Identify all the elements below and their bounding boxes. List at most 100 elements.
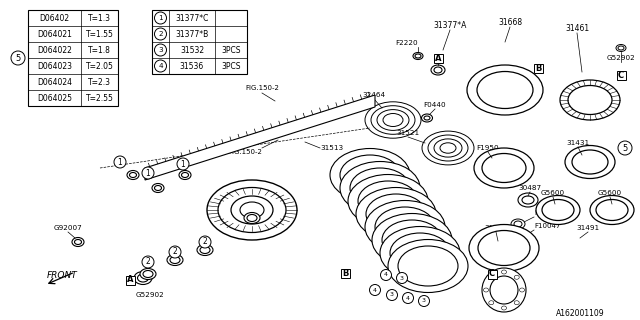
Ellipse shape [489, 275, 494, 279]
Text: C: C [618, 70, 624, 79]
Ellipse shape [434, 67, 442, 73]
Circle shape [142, 256, 154, 268]
Text: 3PCS: 3PCS [221, 45, 241, 54]
Circle shape [199, 236, 211, 248]
Ellipse shape [422, 131, 474, 165]
Circle shape [403, 292, 413, 303]
Bar [125, 276, 134, 284]
Text: 30487: 30487 [518, 185, 541, 191]
Ellipse shape [207, 180, 297, 240]
Text: 4: 4 [406, 295, 410, 300]
Ellipse shape [170, 257, 180, 263]
Ellipse shape [398, 246, 458, 286]
Ellipse shape [340, 162, 420, 214]
Text: 31521: 31521 [396, 130, 420, 136]
Ellipse shape [474, 148, 534, 188]
Circle shape [419, 295, 429, 307]
Text: 3: 3 [390, 292, 394, 298]
Ellipse shape [372, 213, 452, 267]
Ellipse shape [365, 201, 445, 253]
Ellipse shape [568, 85, 612, 115]
Ellipse shape [380, 227, 460, 279]
Ellipse shape [514, 275, 519, 279]
Text: D06402: D06402 [40, 13, 70, 22]
Ellipse shape [522, 196, 534, 204]
Text: 31461: 31461 [565, 23, 589, 33]
Text: 3PCS: 3PCS [221, 61, 241, 70]
Ellipse shape [247, 214, 257, 221]
Text: FRONT: FRONT [47, 270, 77, 279]
Ellipse shape [560, 80, 620, 120]
Ellipse shape [490, 276, 518, 304]
Ellipse shape [542, 199, 574, 220]
Text: D064024: D064024 [37, 77, 72, 86]
Text: A162001109: A162001109 [556, 308, 604, 317]
Ellipse shape [179, 171, 191, 180]
Ellipse shape [377, 109, 409, 131]
Text: G92007: G92007 [54, 225, 83, 231]
Circle shape [397, 273, 408, 284]
Circle shape [114, 156, 126, 168]
Ellipse shape [428, 135, 468, 161]
Ellipse shape [489, 301, 494, 305]
Circle shape [154, 44, 166, 56]
Text: F0440: F0440 [424, 102, 446, 108]
Text: G52902: G52902 [136, 292, 164, 298]
Text: A: A [435, 53, 441, 62]
Bar [616, 70, 625, 79]
Circle shape [142, 167, 154, 179]
Ellipse shape [518, 193, 538, 207]
Text: T=1.8: T=1.8 [88, 45, 111, 54]
Ellipse shape [483, 288, 488, 292]
Text: C: C [489, 269, 495, 278]
Text: F10048: F10048 [534, 210, 561, 216]
Text: B: B [342, 268, 348, 277]
Ellipse shape [590, 196, 634, 225]
Ellipse shape [520, 288, 525, 292]
Text: 2: 2 [173, 247, 177, 257]
Ellipse shape [618, 46, 624, 50]
Ellipse shape [218, 188, 286, 233]
Text: 3: 3 [158, 47, 163, 53]
Polygon shape [145, 95, 375, 180]
Text: 5: 5 [622, 143, 628, 153]
Text: 1: 1 [180, 159, 186, 169]
Text: G5600: G5600 [598, 190, 622, 196]
Ellipse shape [478, 230, 530, 266]
Ellipse shape [356, 188, 436, 241]
Text: D064023: D064023 [37, 61, 72, 70]
Text: F10047: F10047 [534, 223, 561, 229]
Text: 3: 3 [422, 299, 426, 303]
Ellipse shape [390, 233, 450, 273]
Ellipse shape [511, 219, 525, 229]
Ellipse shape [129, 172, 136, 178]
Ellipse shape [469, 225, 539, 271]
Text: 4: 4 [373, 287, 377, 292]
Text: 4: 4 [158, 63, 163, 69]
Text: 1: 1 [146, 169, 150, 178]
Bar [488, 269, 497, 278]
Circle shape [169, 246, 181, 258]
Ellipse shape [424, 116, 430, 120]
Text: FIG.150-2: FIG.150-2 [245, 85, 279, 91]
Ellipse shape [358, 181, 418, 221]
Ellipse shape [572, 150, 608, 174]
Circle shape [387, 290, 397, 300]
Circle shape [154, 28, 166, 40]
Ellipse shape [72, 237, 84, 246]
Text: 3: 3 [400, 276, 404, 281]
Ellipse shape [231, 196, 273, 224]
Ellipse shape [482, 154, 526, 182]
Circle shape [369, 284, 381, 295]
Ellipse shape [382, 220, 442, 260]
Ellipse shape [140, 268, 156, 279]
Ellipse shape [127, 171, 139, 180]
Text: T=2.55: T=2.55 [86, 93, 113, 102]
Text: 31668: 31668 [498, 18, 522, 27]
Ellipse shape [565, 146, 615, 179]
Text: B: B [535, 63, 541, 73]
Ellipse shape [200, 246, 210, 253]
Ellipse shape [536, 196, 580, 225]
Ellipse shape [502, 270, 506, 274]
Circle shape [618, 141, 632, 155]
